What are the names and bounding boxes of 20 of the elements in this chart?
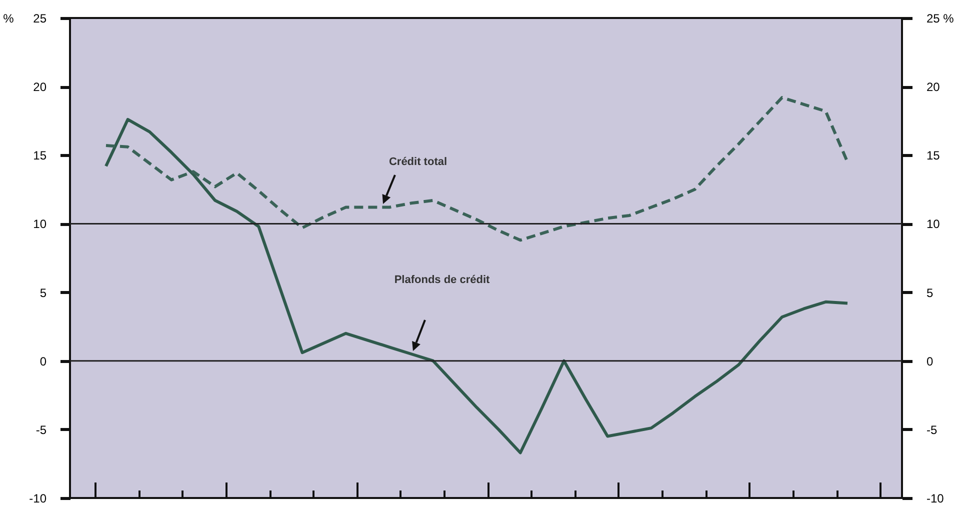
y-tick-label: -10: [29, 492, 47, 505]
annotation: Plafonds de crédit: [394, 274, 490, 286]
annotation: Crédit total: [388, 156, 448, 168]
y2-tick-label: 15: [926, 148, 940, 163]
y-tick-label: 10: [33, 217, 47, 232]
y2-tick-label: 0: [926, 354, 934, 368]
y2-tick-label: 10: [926, 217, 940, 232]
y-tick-label: 25: [33, 12, 47, 26]
y-tick-label: 20: [33, 80, 47, 94]
y2-axis-title: %: [943, 12, 954, 26]
y2-tick-label: -5: [926, 422, 938, 437]
y2-tick-label: 5: [926, 286, 934, 300]
y-tick-label: -5: [36, 422, 47, 437]
y-tick-label: 0: [40, 354, 47, 368]
y2-tick-label: -10: [926, 492, 944, 505]
y-axis-title: %: [3, 12, 14, 26]
y-tick-label: 15: [33, 148, 47, 163]
y2-tick-label: 25: [926, 12, 940, 26]
y2-tick-label: 20: [926, 80, 940, 94]
y-tick-label: 5: [40, 286, 47, 300]
